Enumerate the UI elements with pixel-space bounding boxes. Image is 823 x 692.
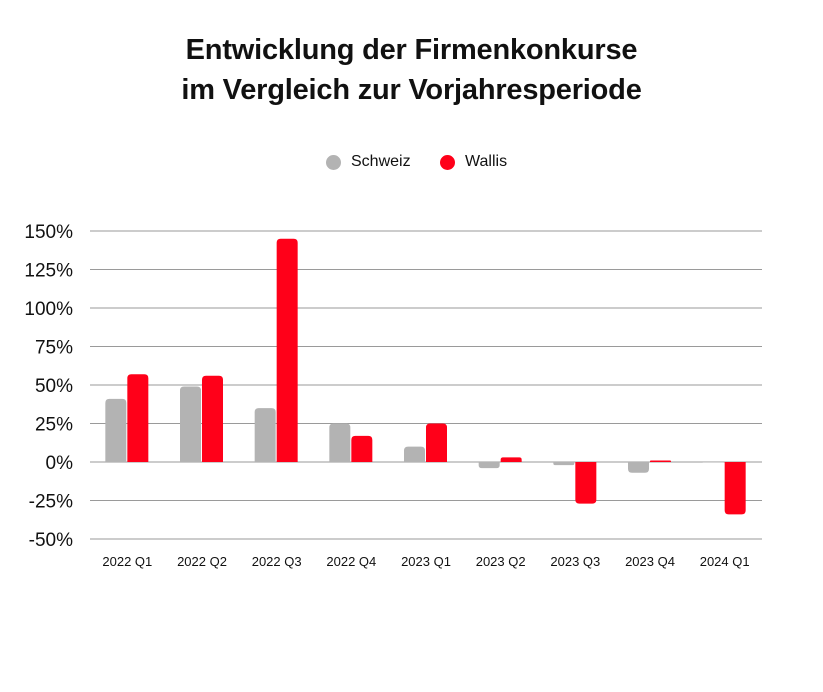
- y-tick-label: 125%: [24, 261, 73, 282]
- chart-title-line-1: Entwicklung der Firmenkonkurse: [185, 34, 638, 66]
- bar-schweiz: [702, 462, 724, 463]
- bar-schweiz: [105, 398, 127, 462]
- chart-title: Entwicklung der Firmenkonkurse im Vergle…: [0, 30, 823, 110]
- bar-wallis: [127, 374, 149, 462]
- bar-schweiz: [628, 462, 649, 473]
- x-tick-label: 2024 Q1: [700, 554, 750, 569]
- legend-marker-schweiz: [326, 154, 341, 170]
- y-tick-label: 75%: [35, 338, 73, 359]
- bar-wallis: [351, 435, 373, 462]
- x-tick-label: 2023 Q2: [476, 554, 526, 569]
- bar-schweiz: [478, 462, 500, 469]
- x-tick-label: 2022 Q2: [177, 554, 227, 569]
- y-tick-label: 100%: [24, 299, 73, 320]
- bar-wallis: [724, 462, 746, 515]
- y-tick-label: 150%: [24, 222, 73, 243]
- bar-schweiz: [180, 386, 201, 462]
- legend-item-schweiz: Schweiz: [326, 153, 411, 171]
- y-tick-label: 50%: [35, 376, 73, 397]
- legend-label-schweiz: Schweiz: [351, 153, 411, 170]
- bar-schweiz: [404, 446, 425, 462]
- bar-wallis: [202, 375, 223, 462]
- bar-schweiz: [254, 408, 276, 462]
- x-tick-label: 2022 Q1: [102, 554, 152, 569]
- chart-title-line-2: im Vergleich zur Vorjahresperiode: [181, 74, 642, 106]
- x-tick-label: 2023 Q4: [625, 554, 675, 569]
- legend-marker-wallis: [440, 154, 455, 170]
- x-tick-label: 2023 Q3: [550, 554, 600, 569]
- bar-wallis: [575, 462, 597, 504]
- x-tick-label: 2022 Q3: [252, 554, 302, 569]
- bar-wallis: [276, 238, 298, 462]
- legend-label-wallis: Wallis: [465, 153, 508, 170]
- bar-wallis: [650, 460, 671, 462]
- x-tick-label: 2023 Q1: [401, 554, 451, 569]
- x-tick-label: 2022 Q4: [326, 554, 376, 569]
- chart-legend: Schweiz Wallis: [0, 153, 823, 177]
- bar-schweiz: [329, 423, 351, 462]
- y-tick-label: 0%: [46, 453, 74, 474]
- y-tick-label: -25%: [29, 492, 73, 513]
- y-tick-label: -50%: [29, 530, 73, 551]
- bar-wallis: [426, 423, 447, 462]
- y-tick-label: 25%: [35, 415, 73, 436]
- legend-item-wallis: Wallis: [440, 153, 507, 171]
- bar-wallis: [500, 457, 522, 462]
- bar-schweiz: [553, 462, 575, 466]
